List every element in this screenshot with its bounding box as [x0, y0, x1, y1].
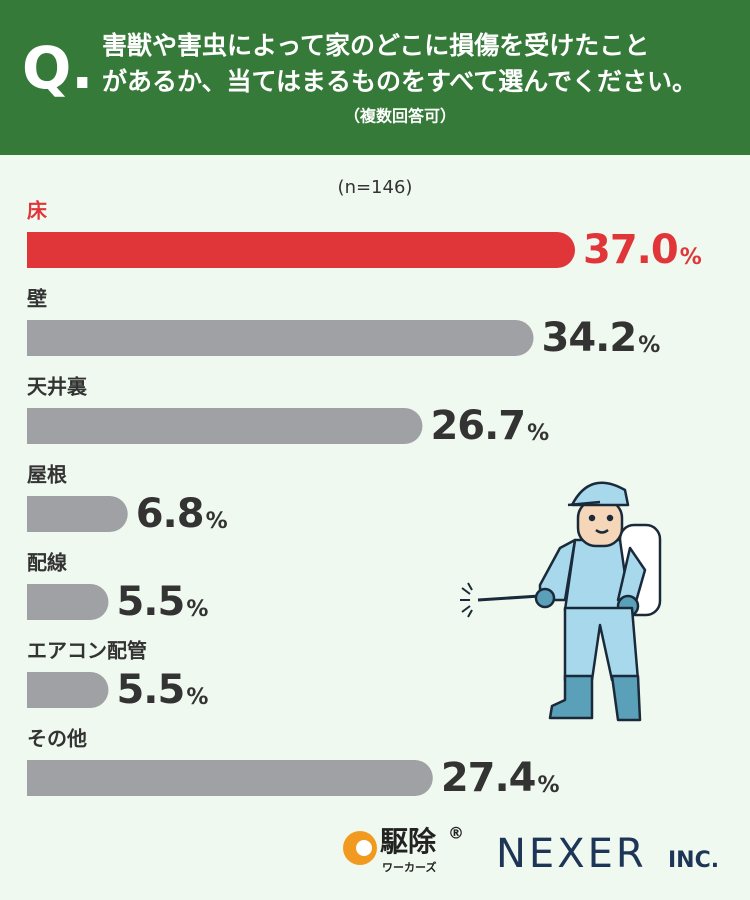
bar: [27, 232, 575, 268]
category-label: 屋根: [27, 463, 67, 487]
question-line: 害獣や害虫によって家のどこに損傷を受けたこと: [102, 31, 649, 60]
value-unit: %: [680, 245, 702, 270]
category-label: 床: [27, 199, 48, 223]
bar: [27, 408, 423, 444]
value-unit: %: [206, 509, 228, 534]
brand-icon: [356, 840, 372, 856]
value-label: 27.4: [441, 755, 536, 801]
value-label: 6.8: [136, 491, 204, 537]
value-label: 34.2: [542, 315, 637, 361]
bar: [27, 496, 128, 532]
bar: [27, 760, 433, 796]
brand-registered: ®: [448, 824, 464, 843]
spray-mist: [460, 582, 473, 618]
category-label: その他: [27, 727, 87, 751]
question-note: （複数回答可）: [344, 107, 456, 126]
value-label: 5.5: [116, 579, 184, 625]
worker-illustration: [477, 481, 662, 722]
category-label: エアコン配管: [27, 639, 147, 663]
value-label: 26.7: [430, 403, 525, 449]
value-unit: %: [538, 773, 560, 798]
category-label: 壁: [27, 287, 47, 311]
value-label: 37.0: [583, 227, 678, 273]
sample-size: (n=146): [338, 177, 413, 198]
question-mark: Q.: [22, 34, 93, 102]
header-band: [0, 0, 750, 155]
value-label: 5.5: [116, 667, 184, 713]
value-unit: %: [186, 597, 208, 622]
value-unit: %: [186, 685, 208, 710]
category-label: 配線: [27, 551, 67, 575]
value-unit: %: [527, 421, 549, 446]
bar: [27, 320, 534, 356]
brand-sub: ワーカーズ: [382, 860, 436, 874]
bar: [27, 672, 109, 708]
question-line: があるか、当てはまるものをすべて選んでください。: [102, 67, 697, 96]
brand-name: 駆除: [380, 825, 437, 858]
category-label: 天井裏: [27, 375, 88, 399]
bar: [27, 584, 109, 620]
company-suffix: INC.: [668, 848, 719, 873]
brand-logo: 駆除 ® ワーカーズ: [343, 824, 464, 874]
value-unit: %: [638, 333, 660, 358]
company-name: NEXER: [496, 831, 647, 877]
